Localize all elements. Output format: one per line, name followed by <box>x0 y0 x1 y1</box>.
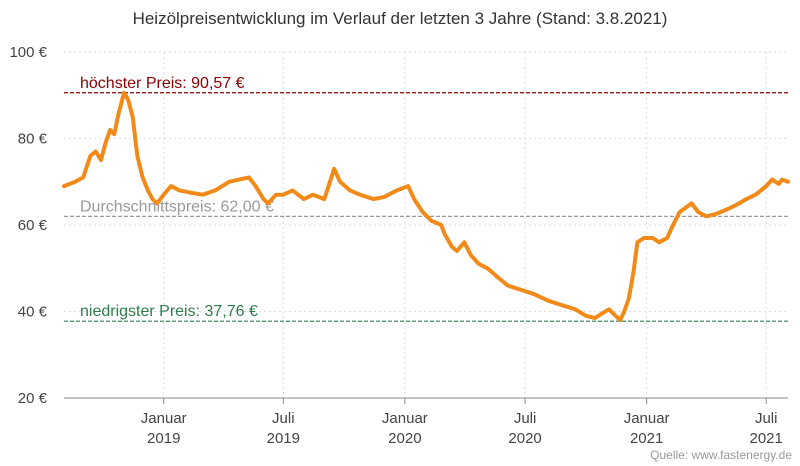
y-tick-label: 100 € <box>9 44 47 61</box>
price-line <box>62 90 790 323</box>
reference-line-label: Durchschnittspreis: 62,00 € <box>80 198 274 215</box>
y-tick-label: 20 € <box>18 390 48 407</box>
x-tick-label-year: 2021 <box>630 430 663 447</box>
reference-line-label: höchster Preis: 90,57 € <box>80 75 245 92</box>
x-tick-label-month: Januar <box>141 410 187 427</box>
series-layer <box>62 90 790 323</box>
x-tick-label-year: 2021 <box>750 430 783 447</box>
x-tick-label-month: Juli <box>514 410 537 427</box>
y-tick-label: 80 € <box>18 131 48 148</box>
x-tick-label-year: 2019 <box>147 430 180 447</box>
x-tick-label-month: Juli <box>272 410 295 427</box>
x-tick-label-month: Juli <box>755 410 778 427</box>
x-tick-label-month: Januar <box>624 410 670 427</box>
axis-layer: 20 € 40 € 60 € 80 € 100 € Januar 2019 Juli 2019 J… <box>9 44 788 447</box>
x-tick-label-month: Januar <box>382 410 428 427</box>
x-tick-label-year: 2020 <box>508 430 541 447</box>
chart-title: Heizölpreisentwicklung im Verlauf der le… <box>132 9 668 28</box>
y-tick-label: 40 € <box>18 304 48 321</box>
reference-lines: höchster Preis: 90,57 € Durchschnittsprei… <box>64 75 788 322</box>
source-note: Quelle: www.fastenergy.de <box>650 448 792 462</box>
reference-line-label: niedrigster Preis: 37,76 € <box>80 303 258 320</box>
y-tick-label: 60 € <box>18 217 48 234</box>
grid-layer <box>64 51 788 398</box>
x-tick-label-year: 2019 <box>267 430 300 447</box>
x-tick-label-year: 2020 <box>388 430 421 447</box>
